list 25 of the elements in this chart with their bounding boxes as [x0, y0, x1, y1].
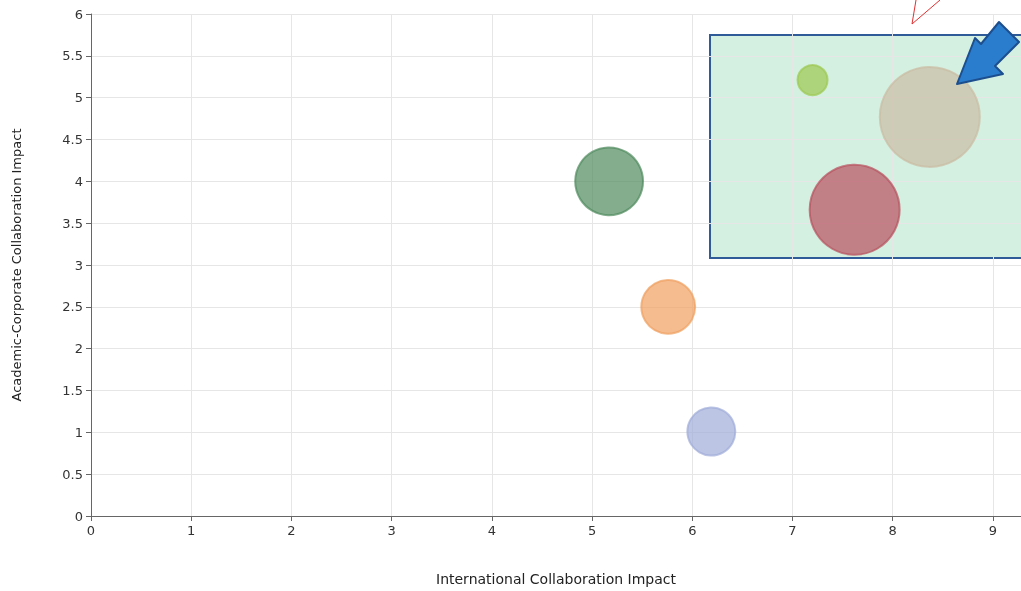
y-tick-label: 2	[74, 341, 83, 357]
x-tick-label: 7	[788, 523, 797, 538]
y-tick-label: 2.5	[62, 299, 83, 315]
y-tick-label: 4.5	[62, 132, 83, 147]
x-tick-label: 2	[287, 523, 296, 538]
y-tick-label: 1	[74, 424, 83, 440]
x-axis-title: International Collaboration Impact	[436, 571, 677, 587]
y-tick-label: 3.5	[62, 215, 83, 231]
x-tick-label: 3	[387, 523, 396, 538]
y-tick-label: 6	[74, 6, 83, 22]
y-tick-label: 0.5	[62, 466, 83, 482]
x-tick-label: 0	[86, 523, 96, 538]
y-tick-label: 0	[74, 508, 83, 524]
x-tick-label: 1	[187, 523, 196, 538]
y-tick-label: 5.5	[62, 48, 83, 64]
y-axis-title: Academic-Corporate Collaboration Impact	[9, 128, 24, 402]
y-tick-label: 1.5	[62, 383, 83, 398]
y-tick-label: 5	[74, 90, 83, 106]
y-tick-label: 3	[74, 257, 83, 273]
y-tick-label: 4	[74, 173, 83, 189]
x-tick-label: 5	[587, 523, 597, 538]
x-tick-label: 4	[487, 523, 496, 538]
x-tick-label: 6	[688, 523, 697, 538]
x-tick-label: 9	[988, 523, 998, 538]
x-tick-label: 8	[888, 523, 897, 538]
